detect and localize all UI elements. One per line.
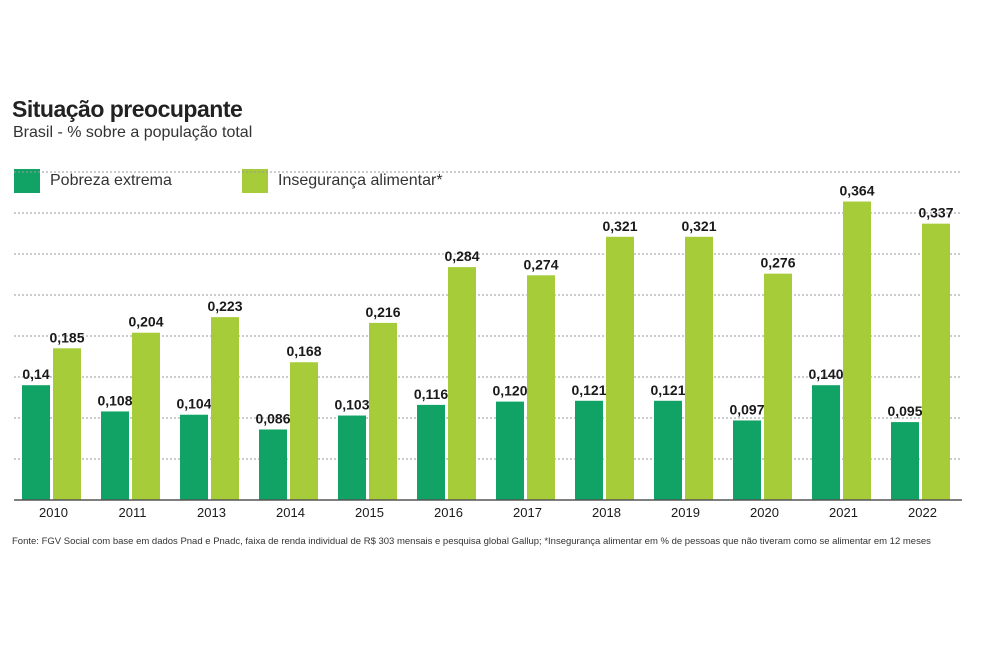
bar-inseguranca (132, 332, 160, 500)
data-label: 0,108 (97, 392, 132, 408)
legend-label-pobreza: Pobreza extrema (50, 172, 172, 189)
data-label: 0,103 (334, 397, 369, 413)
data-label: 0,276 (760, 255, 795, 271)
bar-inseguranca (764, 273, 792, 500)
bar-inseguranca (606, 236, 634, 500)
bar-inseguranca (53, 348, 81, 500)
x-tick-label: 2010 (39, 505, 68, 520)
bar-pobreza (575, 400, 603, 500)
bar-inseguranca (290, 362, 318, 500)
data-label: 0,104 (176, 396, 211, 412)
bar-pobreza (180, 414, 208, 500)
data-label: 0,121 (650, 382, 685, 398)
data-label: 0,274 (523, 256, 558, 272)
x-tick-label: 2017 (513, 505, 542, 520)
data-label: 0,204 (128, 314, 163, 330)
bar-inseguranca (211, 317, 239, 500)
x-tick-label: 2022 (908, 505, 937, 520)
data-label: 0,337 (918, 205, 953, 221)
data-label: 0,116 (414, 386, 448, 402)
bar-inseguranca (527, 275, 555, 500)
legend-item-inseguranca: Insegurança alimentar* (242, 168, 443, 194)
data-label: 0,168 (286, 343, 321, 359)
bar-pobreza (22, 385, 50, 500)
data-label: 0,216 (365, 304, 400, 320)
bar-inseguranca (448, 267, 476, 500)
data-label: 0,321 (602, 218, 637, 234)
x-tick-label: 2013 (197, 505, 226, 520)
bar-pobreza (101, 411, 129, 500)
bar-pobreza (733, 420, 761, 500)
data-label: 0,284 (444, 248, 479, 264)
x-tick-label: 2015 (355, 505, 384, 520)
data-label: 0,120 (492, 383, 527, 399)
bar-inseguranca (685, 236, 713, 500)
chart-title: Situação preocupante (12, 96, 243, 122)
x-tick-label: 2014 (276, 505, 305, 520)
bar-pobreza (417, 404, 445, 500)
bar-pobreza (259, 429, 287, 500)
data-label: 0,097 (729, 401, 764, 417)
bar-pobreza (496, 401, 524, 500)
legend-label-inseguranca: Insegurança alimentar* (278, 172, 443, 189)
bar-inseguranca (922, 223, 950, 500)
data-label: 0,321 (681, 218, 716, 234)
x-tick-label: 2019 (671, 505, 700, 520)
bar-pobreza (338, 415, 366, 500)
bar-pobreza (654, 400, 682, 500)
bar-inseguranca (843, 201, 871, 500)
data-label: 0,086 (255, 410, 290, 426)
data-label: 0,14 (22, 366, 49, 382)
data-label: 0,095 (887, 403, 922, 419)
source-note: Fonte: FGV Social com base em dados Pnad… (12, 536, 931, 547)
x-tick-label: 2018 (592, 505, 621, 520)
data-label: 0,121 (571, 382, 606, 398)
bar-pobreza (891, 422, 919, 500)
legend-swatch-inseguranca (242, 169, 268, 193)
data-label: 0,140 (808, 366, 843, 382)
bar-pobreza (812, 385, 840, 500)
bar-inseguranca (369, 322, 397, 500)
x-tick-label: 2020 (750, 505, 779, 520)
chart-subtitle: Brasil - % sobre a população total (13, 124, 253, 141)
x-tick-label: 2011 (119, 505, 147, 520)
data-label: 0,185 (49, 329, 84, 345)
x-tick-label: 2016 (434, 505, 463, 520)
legend-item-pobreza: Pobreza extrema (14, 168, 172, 194)
data-label: 0,223 (207, 298, 242, 314)
x-tick-label: 2021 (829, 505, 858, 520)
data-label: 0,364 (839, 183, 874, 199)
legend-swatch-pobreza (14, 169, 40, 193)
